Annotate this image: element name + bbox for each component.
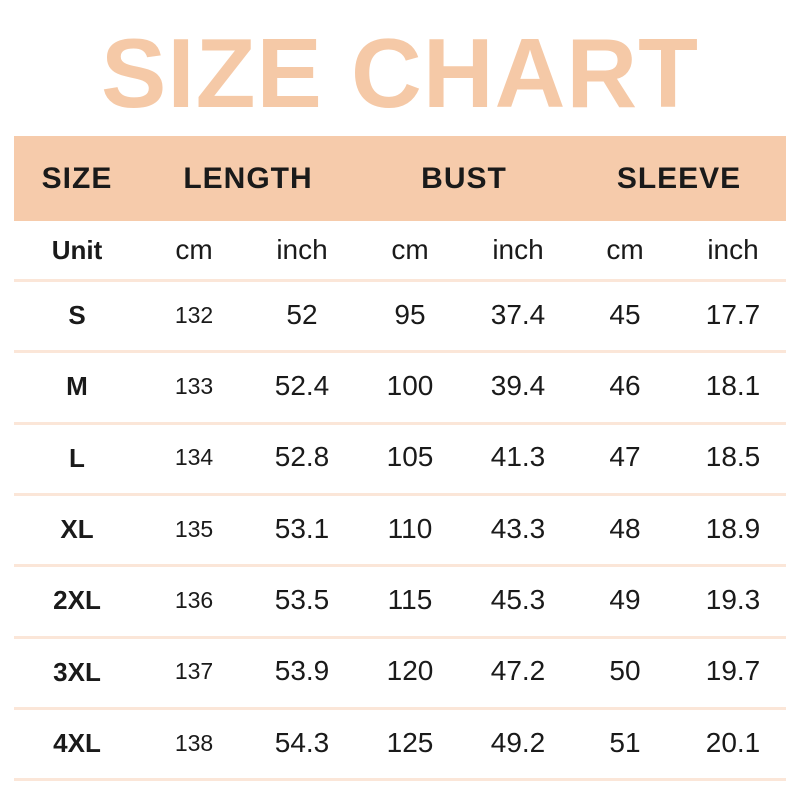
cell-sleeve-inch: 18.9 <box>705 512 761 544</box>
table-row: 3XL 137 53.9 120 47.2 50 19.7 <box>14 637 786 708</box>
cell-length-inch: 53.9 <box>274 655 330 687</box>
table-row: 4XL 138 54.3 125 49.2 51 20.1 <box>14 708 786 779</box>
cell-sleeve-inch: 18.1 <box>705 370 761 402</box>
cell-length-cm: 137 <box>174 658 214 685</box>
cell-bust-inch: 47.2 <box>490 655 546 687</box>
unit-bust-cm: cm <box>391 233 429 265</box>
cell-length-inch: 53.1 <box>274 512 330 544</box>
row-divider <box>14 635 786 639</box>
row-divider <box>14 564 786 568</box>
unit-bust-inch: inch <box>492 233 544 265</box>
cell-length-inch: 52 <box>286 298 318 330</box>
row-divider <box>14 350 786 354</box>
unit-length-inch: inch <box>276 233 328 265</box>
cell-length-inch: 54.3 <box>274 726 330 758</box>
cell-length-inch: 52.8 <box>274 441 330 473</box>
header-sleeve: SLEEVE <box>616 162 742 195</box>
cell-size: 2XL <box>53 585 101 616</box>
cell-bust-cm: 110 <box>387 512 433 544</box>
cell-sleeve-cm: 48 <box>609 512 641 544</box>
cell-sleeve-cm: 45 <box>609 298 641 330</box>
row-divider <box>14 421 786 425</box>
cell-bust-cm: 100 <box>386 370 434 402</box>
header-size: SIZE <box>41 162 113 195</box>
cell-bust-inch: 43.3 <box>490 512 546 544</box>
row-divider <box>14 706 786 710</box>
table-header: SIZE LENGTH BUST SLEEVE <box>14 136 786 221</box>
table-row: XL 135 53.1 110 43.3 48 18.9 <box>14 494 786 565</box>
cell-length-cm: 136 <box>174 587 214 614</box>
unit-length-cm: cm <box>175 233 213 265</box>
unit-sleeve-inch: inch <box>707 233 759 265</box>
table-row: S 132 52 95 37.4 45 17.7 <box>14 280 786 351</box>
cell-size: L <box>69 442 85 473</box>
cell-bust-inch: 49.2 <box>490 726 546 758</box>
header-bust: BUST <box>421 162 507 195</box>
cell-bust-inch: 45.3 <box>490 584 546 616</box>
cell-sleeve-cm: 51 <box>609 726 641 758</box>
cell-sleeve-cm: 50 <box>609 655 641 687</box>
cell-sleeve-cm: 47 <box>609 441 641 473</box>
row-divider <box>14 492 786 496</box>
cell-bust-cm: 120 <box>386 655 434 687</box>
cell-bust-cm: 115 <box>387 584 433 616</box>
cell-sleeve-inch: 19.3 <box>705 584 761 616</box>
cell-bust-inch: 41.3 <box>490 441 546 473</box>
row-divider <box>14 279 786 282</box>
cell-bust-cm: 105 <box>386 441 434 473</box>
cell-length-cm: 133 <box>174 373 214 400</box>
cell-bust-cm: 125 <box>386 726 434 758</box>
cell-sleeve-cm: 46 <box>609 370 641 402</box>
cell-size: S <box>68 300 86 331</box>
table-row: M 133 52.4 100 39.4 46 18.1 <box>14 351 786 422</box>
cell-sleeve-inch: 17.7 <box>705 298 761 330</box>
cell-size: 3XL <box>53 656 101 687</box>
page-title: SIZE CHART <box>101 18 699 128</box>
header-length: LENGTH <box>183 162 313 195</box>
cell-bust-inch: 39.4 <box>490 370 546 402</box>
table-row: L 134 52.8 105 41.3 47 18.5 <box>14 423 786 494</box>
cell-length-inch: 52.4 <box>274 370 330 402</box>
cell-length-cm: 134 <box>174 444 214 471</box>
cell-length-cm: 135 <box>174 515 214 542</box>
cell-length-cm: 132 <box>174 301 214 328</box>
unit-sleeve-cm: cm <box>606 233 644 265</box>
table-row: 2XL 136 53.5 115 45.3 49 19.3 <box>14 565 786 636</box>
cell-size: 4XL <box>53 727 101 758</box>
cell-sleeve-cm: 49 <box>609 584 641 616</box>
cell-length-cm: 138 <box>174 729 214 756</box>
cell-length-inch: 53.5 <box>274 584 330 616</box>
unit-row: Unit cm inch cm inch cm inch <box>14 221 786 280</box>
cell-sleeve-inch: 20.1 <box>705 726 761 758</box>
row-divider <box>14 778 786 782</box>
cell-bust-inch: 37.4 <box>490 298 546 330</box>
cell-sleeve-inch: 18.5 <box>705 441 761 473</box>
cell-size: XL <box>60 513 94 544</box>
unit-size: Unit <box>51 234 103 265</box>
cell-sleeve-inch: 19.7 <box>705 655 761 687</box>
cell-bust-cm: 95 <box>394 298 426 330</box>
cell-size: M <box>66 371 88 402</box>
